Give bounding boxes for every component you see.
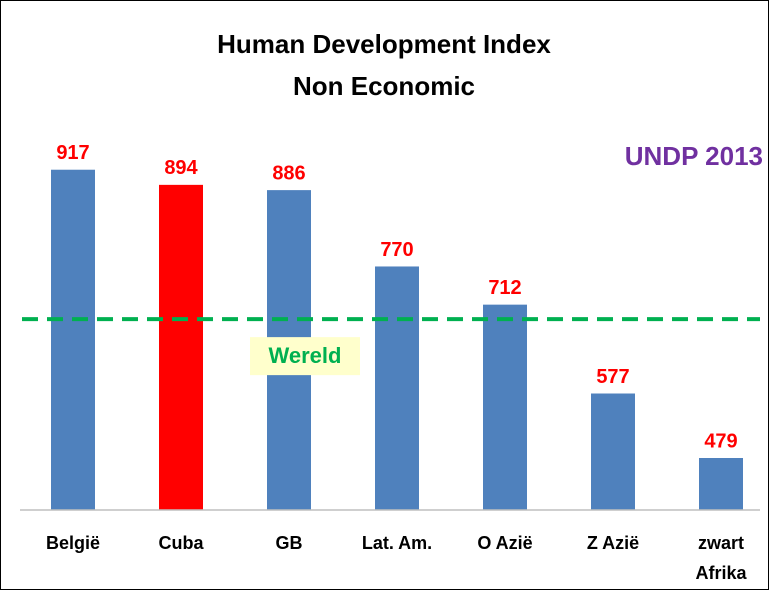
bar [51,169,95,510]
data-label: 894 [164,157,198,179]
bar [375,266,419,510]
data-label: 917 [56,142,89,164]
data-label: 712 [488,277,521,299]
x-tick-label: O Azië [477,533,532,553]
annotation: UNDP 2013 [625,141,763,171]
x-tick-label: België [46,533,100,553]
x-tick-label: GB [276,533,303,553]
bar [699,458,743,510]
reference-label: Wereld [269,343,342,368]
chart-subtitle: Non Economic [293,71,475,101]
reference-label-box [250,337,360,376]
x-tick-label: Cuba [159,533,205,553]
x-tick-label: Lat. Am. [362,533,432,553]
data-label: 886 [272,162,305,184]
data-label: 479 [704,430,737,452]
bar [159,184,203,510]
chart-title: Human Development Index [217,29,551,59]
x-tick-label: zwart Afrika [695,533,747,583]
x-tick-label: Z Azië [587,533,639,553]
data-label: 577 [596,366,629,388]
bar [591,393,635,510]
data-label: 770 [380,239,413,261]
bar [483,304,527,510]
